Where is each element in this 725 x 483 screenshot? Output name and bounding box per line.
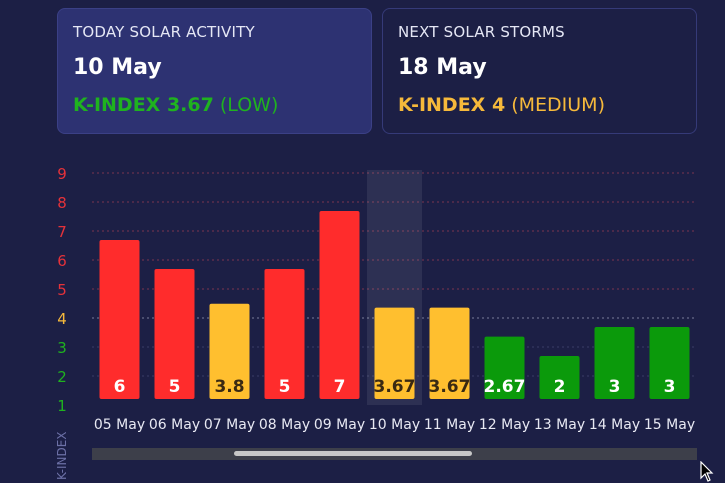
x-tick-label: 10 May (369, 417, 420, 433)
today-card-date: 10 May (73, 55, 162, 80)
bar-value-label: 3 (664, 377, 676, 397)
x-tick-label: 06 May (149, 417, 200, 433)
y-tick-label: 3 (57, 339, 67, 357)
x-tick-label: 11 May (424, 417, 475, 433)
chart-horizontal-scrollbar[interactable] (92, 448, 697, 460)
bar[interactable] (319, 211, 360, 399)
y-tick-label: 8 (57, 194, 67, 212)
bar[interactable] (99, 240, 140, 399)
x-tick-label: 09 May (314, 417, 365, 433)
chart-y-ticks: 1 2 3 4 5 6 7 8 9 (57, 165, 67, 415)
y-tick-label: 7 (57, 223, 67, 241)
bar-value-label: 7 (334, 377, 346, 397)
today-kindex-value: K-INDEX 3.67 (73, 94, 214, 116)
today-card-kindex: K-INDEX 3.67 (LOW) (73, 94, 356, 116)
bar-value-label: 2.67 (484, 377, 526, 397)
y-axis-label: K-INDEX (55, 432, 69, 481)
y-tick-label: 6 (57, 252, 67, 270)
x-tick-label: 05 May (94, 417, 145, 433)
bar-value-label: 6 (114, 377, 126, 397)
mouse-pointer-icon (700, 461, 714, 482)
x-tick-label: 07 May (204, 417, 255, 433)
bar[interactable] (484, 336, 525, 399)
bar-value-label: 3 (609, 377, 621, 397)
next-card-label: NEXT SOLAR STORMS (398, 23, 565, 41)
next-solar-storms-card: NEXT SOLAR STORMS 18 May K-INDEX 4 (MEDI… (382, 8, 697, 134)
chart-x-ticks: 05 May 06 May 07 May 08 May 09 May 10 May 11 M… (94, 417, 695, 433)
x-tick-label: 14 May (589, 417, 640, 433)
x-tick-label: 15 May (644, 417, 695, 433)
bar[interactable] (594, 327, 635, 399)
bar-value-label: 3.67 (374, 377, 416, 397)
bar[interactable] (374, 307, 415, 399)
bar-value-label: 2 (554, 377, 566, 397)
y-tick-label: 2 (57, 368, 67, 386)
bar[interactable] (649, 327, 690, 399)
y-tick-label: 5 (57, 281, 67, 299)
bar-value-label: 5 (169, 377, 181, 397)
next-card-kindex: K-INDEX 4 (MEDIUM) (398, 94, 681, 116)
next-card-date: 18 May (398, 55, 487, 80)
bar[interactable] (209, 303, 250, 399)
bar[interactable] (154, 269, 195, 399)
chart-scrollbar-thumb[interactable] (234, 451, 472, 456)
y-tick-label: 9 (57, 165, 67, 183)
bar[interactable] (429, 307, 470, 399)
bar-value-label: 5 (279, 377, 291, 397)
today-kindex-level: (LOW) (219, 94, 279, 116)
bar-value-label: 3.67 (429, 377, 471, 397)
bar[interactable] (264, 269, 305, 399)
x-tick-label: 12 May (479, 417, 530, 433)
today-card-label: TODAY SOLAR ACTIVITY (73, 23, 255, 41)
x-tick-label: 13 May (534, 417, 585, 433)
next-kindex-value: K-INDEX 4 (398, 94, 506, 116)
y-tick-label: 1 (57, 397, 67, 415)
y-tick-label: 4 (57, 310, 67, 328)
next-kindex-level: (MEDIUM) (511, 94, 605, 116)
chart-bars: 6 5 3.8 5 7 3.67 3.67 2.67 2 3 3 (99, 211, 690, 399)
x-tick-label: 08 May (259, 417, 310, 433)
bar[interactable] (539, 356, 580, 399)
bar-value-label: 3.8 (214, 377, 244, 397)
today-solar-activity-card: TODAY SOLAR ACTIVITY 10 May K-INDEX 3.67… (57, 8, 372, 134)
